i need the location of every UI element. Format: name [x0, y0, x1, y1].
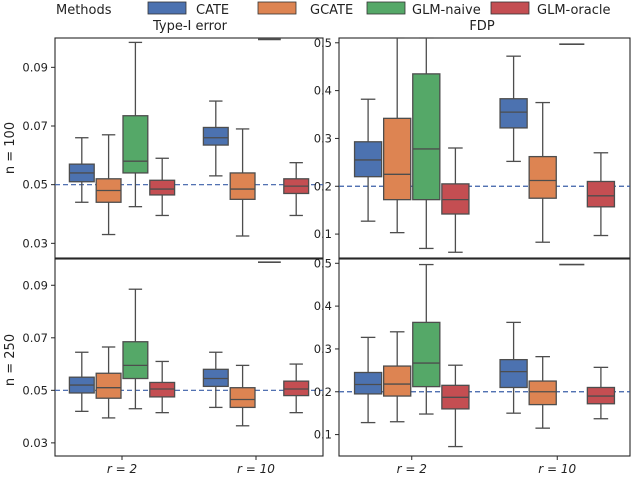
box-body: [283, 380, 310, 397]
row-label-n250: n = 250: [3, 334, 18, 386]
panel-4: 0.1 0.2 0.3 0.4 0.5 r = 2 r = 10: [314, 256, 631, 476]
box-gcate-2: [528, 355, 557, 429]
box-body: [229, 172, 256, 200]
box-body: [412, 73, 441, 201]
x-tick-label: r = 10: [538, 462, 576, 476]
legend-label-glm-oracle: GLM-oracle: [537, 3, 611, 18]
y-tick-label: 0.2: [314, 385, 332, 399]
box-cate-1: [68, 351, 95, 412]
legend-swatch-glm-oracle: [490, 1, 530, 15]
box-cate-2: [499, 321, 528, 414]
x-tick-label: r = 10: [237, 462, 275, 476]
box-cate-1: [353, 98, 383, 222]
legend-label-cate: CATE: [196, 3, 229, 18]
panel-2: 0.1 0.2 0.3 0.4 0.5: [314, 36, 631, 259]
x-tick-label: r = 2: [397, 462, 427, 476]
box-gcate-2: [229, 364, 256, 427]
box-glm-oracle-1: [149, 157, 176, 217]
x-tick-label: r = 2: [107, 462, 137, 476]
box-glm-naive-1: [412, 37, 441, 250]
legend-swatch-glm-naive: [366, 1, 406, 15]
panel-frame: [54, 37, 324, 259]
box-body: [528, 380, 557, 406]
box-body: [441, 183, 470, 215]
box-body: [122, 115, 149, 174]
y-tick-label: 0.09: [22, 60, 48, 74]
box-body: [149, 381, 176, 398]
box-body: [229, 387, 256, 409]
box-cate-2: [202, 100, 229, 177]
box-cate-1: [353, 336, 383, 424]
box-body: [202, 368, 229, 388]
box-gcate-1: [95, 134, 122, 236]
box-body: [353, 141, 383, 178]
panel-frame: [54, 258, 324, 457]
box-gcate-2: [528, 101, 557, 243]
panel-1: 0.03 0.05 0.07 0.09: [22, 37, 324, 259]
y-tick-label: 0.4: [314, 299, 332, 313]
legend-swatch-cate: [147, 1, 187, 15]
title-type1: Type-I error: [152, 19, 228, 34]
y-tick-label: 0.03: [22, 236, 48, 250]
box-body: [528, 155, 557, 199]
y-tick-label: 0.2: [314, 179, 332, 193]
legend-label-gcate: GCATE: [310, 3, 353, 18]
box-cate-2: [499, 55, 528, 163]
y-tick-label: 0.03: [22, 436, 48, 450]
box-gcate-2: [229, 128, 256, 237]
title-fdp: FDP: [469, 19, 494, 34]
box-glm-oracle-1: [441, 147, 470, 253]
y-tick-label: 0.1: [314, 428, 332, 442]
box-body: [122, 341, 149, 380]
box-gcate-1: [382, 37, 412, 234]
box-body: [149, 179, 176, 196]
y-tick-label: 0.07: [22, 331, 48, 345]
box-body: [586, 180, 616, 208]
box-glm-oracle-1: [441, 364, 470, 448]
y-tick-label: 0.05: [22, 383, 48, 397]
box-body: [353, 371, 383, 395]
legend-swatch-gcate: [257, 1, 297, 15]
box-body: [382, 117, 412, 201]
panel-frame: [338, 258, 631, 457]
box-gcate-1: [95, 346, 122, 419]
box-glm-oracle-2: [586, 152, 616, 237]
box-glm-oracle-2: [283, 363, 310, 414]
y-tick-label: 0.09: [22, 278, 48, 292]
box-body: [95, 372, 122, 399]
box-body: [202, 126, 229, 146]
legend-title: Methods: [56, 3, 112, 18]
box-glm-naive-1: [122, 288, 149, 410]
box-body: [412, 321, 441, 388]
panel-frame: [338, 37, 631, 259]
box-glm-oracle-1: [149, 360, 176, 414]
legend-label-glm-naive: GLM-naive: [412, 3, 481, 18]
box-glm-naive-1: [412, 263, 441, 415]
y-tick-label: 0.4: [314, 84, 332, 98]
box-glm-naive-1: [122, 41, 149, 208]
y-tick-label: 0.3: [314, 131, 332, 145]
y-tick-label: 0.3: [314, 342, 332, 356]
box-glm-oracle-2: [283, 162, 310, 217]
box-body: [499, 98, 528, 129]
y-tick-label: 0.5: [314, 256, 332, 270]
box-glm-oracle-2: [586, 366, 616, 420]
y-tick-label: 0.5: [314, 36, 332, 50]
box-cate-1: [68, 137, 95, 203]
box-cate-2: [202, 351, 229, 409]
y-tick-label: 0.1: [314, 227, 332, 241]
y-tick-label: 0.05: [22, 178, 48, 192]
legend: Methods CATE GCATE GLM-naive GLM-oracle: [56, 1, 611, 18]
panel-3: 0.03 0.05 0.07 0.09 r = 2 r = 10: [22, 258, 324, 476]
box-body: [382, 365, 412, 397]
y-tick-label: 0.07: [22, 119, 48, 133]
box-gcate-1: [382, 331, 412, 423]
box-body: [499, 358, 528, 389]
row-label-n100: n = 100: [3, 122, 18, 174]
